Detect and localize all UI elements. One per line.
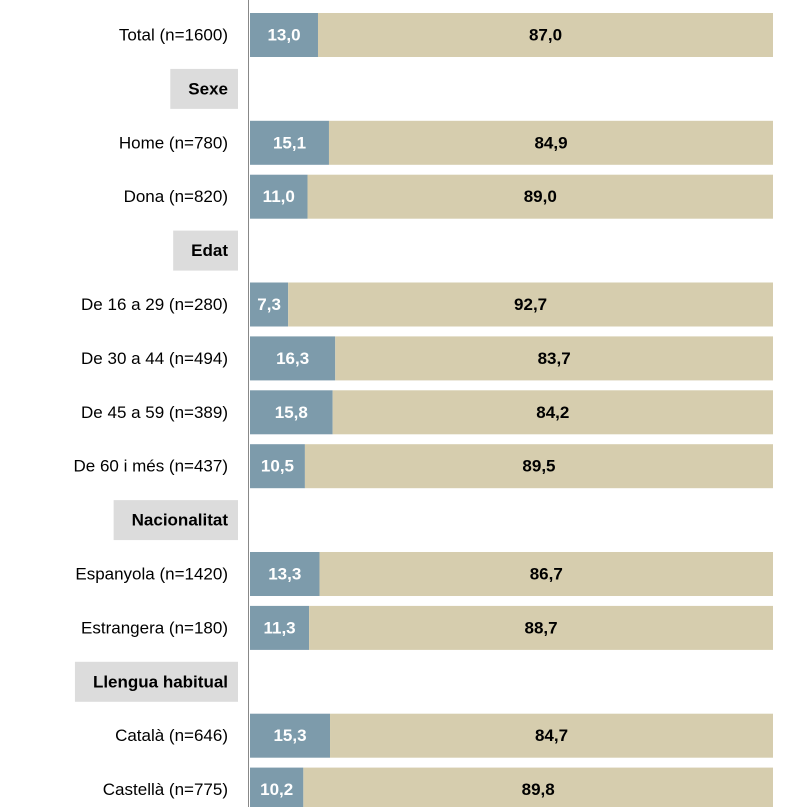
bar-segment — [250, 605, 310, 650]
category-label: Català (n=646) — [115, 726, 228, 745]
section-header: Edat — [191, 241, 228, 260]
value-label: 92,7 — [514, 295, 547, 314]
bar-segment — [250, 120, 329, 165]
value-label: 89,8 — [522, 780, 555, 799]
section-header-bg — [170, 68, 238, 109]
bar-segment — [250, 444, 305, 489]
category-label: Dona (n=820) — [124, 187, 228, 206]
value-label: 86,7 — [530, 565, 563, 584]
bar-segment — [304, 444, 773, 489]
bar-segment — [250, 174, 308, 219]
value-label: 84,7 — [535, 726, 568, 745]
bar-segment — [250, 282, 289, 327]
category-label: De 60 i més (n=437) — [74, 457, 229, 476]
bar-segment — [250, 552, 320, 596]
category-label: De 16 a 29 (n=280) — [81, 295, 228, 314]
section-header: Nacionalitat — [132, 511, 229, 530]
bar-segment — [250, 767, 304, 807]
value-label: 10,5 — [261, 457, 294, 476]
bar-segment — [309, 605, 773, 650]
section-header-bg — [74, 661, 238, 702]
section-header: Llengua habitual — [93, 672, 228, 691]
value-label: 15,8 — [275, 403, 308, 422]
bar-segment — [332, 390, 773, 435]
value-label: 87,0 — [529, 26, 562, 45]
value-label: 89,0 — [524, 187, 557, 206]
section-header-bg — [173, 230, 238, 271]
value-label: 84,9 — [534, 133, 567, 152]
value-label: 84,2 — [536, 403, 569, 422]
value-label: 10,2 — [260, 780, 293, 799]
bar-segment — [330, 713, 773, 758]
value-label: 16,3 — [276, 349, 309, 368]
bar-segment — [317, 13, 773, 57]
category-label: Castellà (n=775) — [103, 780, 228, 799]
bar-segment — [307, 174, 773, 219]
value-label: 11,3 — [263, 618, 295, 637]
value-label: 83,7 — [538, 349, 571, 368]
bar-segment — [250, 13, 318, 57]
value-label: 15,1 — [273, 133, 306, 152]
value-label: 89,5 — [522, 457, 555, 476]
bar-segment — [335, 336, 773, 381]
category-label: De 30 a 44 (n=494) — [81, 349, 228, 368]
bar-segment — [328, 120, 773, 165]
bar-segment — [250, 713, 331, 758]
value-label: 13,3 — [268, 565, 301, 584]
category-label: Total (n=1600) — [119, 26, 228, 45]
category-label: Estrangera (n=180) — [81, 618, 228, 637]
value-label: 88,7 — [525, 618, 558, 637]
value-label: 13,0 — [267, 26, 300, 45]
section-header: Sexe — [188, 79, 228, 98]
bar-segment — [319, 552, 773, 596]
value-label: 11,0 — [263, 187, 295, 206]
category-label: Home (n=780) — [119, 133, 228, 152]
value-label: 15,3 — [273, 726, 306, 745]
category-label: Espanyola (n=1420) — [75, 565, 228, 584]
bar-segment — [250, 336, 336, 381]
category-label: De 45 a 59 (n=389) — [81, 403, 228, 422]
bar-segment — [303, 767, 773, 807]
value-label: 7,3 — [257, 295, 281, 314]
section-header-bg — [113, 500, 238, 541]
bar-segment — [250, 390, 333, 435]
bar-segment — [288, 282, 773, 327]
